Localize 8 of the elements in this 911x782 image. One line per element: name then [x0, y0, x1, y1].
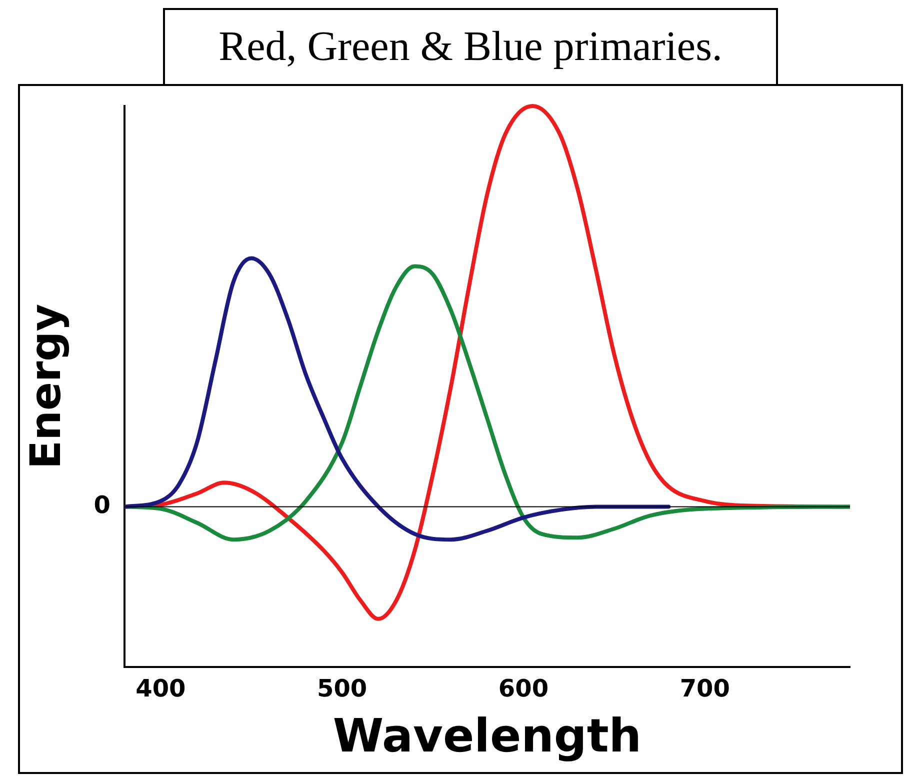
x-tick-label: 700: [680, 674, 730, 703]
x-axis-title: Wavelength: [332, 708, 642, 762]
text: 0: [94, 490, 110, 519]
y-axis-title: Energy: [21, 304, 70, 470]
x-tick-label: 500: [317, 674, 368, 703]
x-tick-label: 600: [498, 674, 549, 703]
x-tick-label: 400: [136, 674, 186, 703]
chart-title: Red, Green & Blue primaries.: [163, 8, 778, 84]
